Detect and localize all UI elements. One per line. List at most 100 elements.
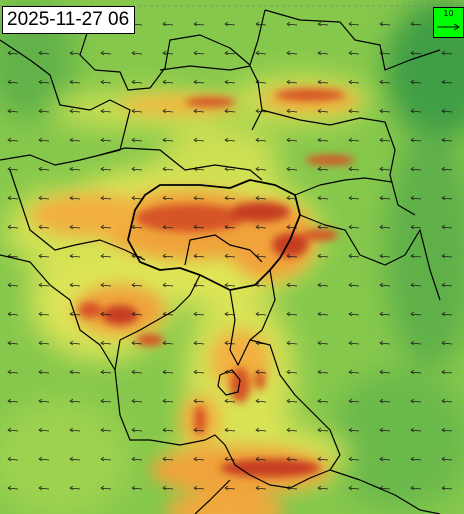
wind-arrow — [38, 398, 50, 404]
wind-arrow — [379, 108, 391, 114]
wind-arrow — [379, 369, 391, 375]
wind-arrow — [131, 195, 143, 201]
wind-arrow — [7, 224, 19, 230]
wind-arrow — [224, 21, 236, 27]
wind-arrow — [224, 398, 236, 404]
border-central — [127, 179, 301, 291]
wind-arrow — [255, 485, 267, 491]
wind-arrow — [162, 224, 174, 230]
wind-arrow — [7, 427, 19, 433]
wind-arrow — [317, 137, 329, 143]
wind-arrow — [193, 456, 205, 462]
wind-arrow — [162, 398, 174, 404]
wind-arrow — [131, 137, 143, 143]
wind-arrow — [441, 456, 453, 462]
wind-arrow — [131, 456, 143, 462]
region-borders — [0, 7, 441, 514]
wind-arrow — [131, 166, 143, 172]
wind-arrow — [100, 79, 112, 85]
wind-arrow — [348, 253, 360, 259]
wind-arrow — [410, 253, 422, 259]
wind-arrow — [317, 253, 329, 259]
wind-arrow — [100, 253, 112, 259]
wind-scale-value: 10 — [443, 9, 454, 18]
peak-value-areas — [78, 89, 355, 477]
wind-arrow — [7, 195, 19, 201]
wind-arrow — [131, 282, 143, 288]
wind-arrow — [410, 456, 422, 462]
wind-arrow — [7, 485, 19, 491]
wind-arrow — [379, 166, 391, 172]
wind-arrow — [379, 21, 391, 27]
wind-arrow — [441, 253, 453, 259]
wind-arrow — [379, 282, 391, 288]
wind-arrow — [317, 224, 329, 230]
border-west-mid — [0, 147, 263, 181]
wind-arrow — [38, 50, 50, 56]
wind-arrow — [348, 398, 360, 404]
wind-arrow — [162, 253, 174, 259]
wind-arrow — [69, 456, 81, 462]
wind-arrow — [224, 340, 236, 346]
wind-arrow — [131, 79, 143, 85]
wind-arrow — [441, 50, 453, 56]
wind-arrow — [193, 108, 205, 114]
wind-arrow — [7, 340, 19, 346]
wind-arrow — [224, 427, 236, 433]
wind-arrow — [410, 21, 422, 27]
wind-arrow — [255, 50, 267, 56]
wind-arrow — [255, 427, 267, 433]
wind-arrow — [69, 108, 81, 114]
wind-arrow — [69, 427, 81, 433]
wind-arrow — [100, 456, 112, 462]
wind-arrow — [131, 369, 143, 375]
wind-arrow — [224, 108, 236, 114]
wind-arrow — [441, 224, 453, 230]
wind-arrow — [348, 137, 360, 143]
wind-arrow — [286, 108, 298, 114]
wind-arrow — [441, 166, 453, 172]
wind-arrow — [317, 282, 329, 288]
wind-arrow — [286, 369, 298, 375]
wind-arrow — [224, 50, 236, 56]
wind-arrow — [38, 485, 50, 491]
wind-arrow — [286, 166, 298, 172]
wind-arrow — [131, 224, 143, 230]
wind-arrow — [441, 195, 453, 201]
wind-arrow — [317, 311, 329, 317]
wind-arrow — [286, 340, 298, 346]
wind-arrow — [317, 340, 329, 346]
wind-arrow — [131, 50, 143, 56]
wind-arrow — [317, 369, 329, 375]
wind-arrow — [100, 369, 112, 375]
wind-scale-arrow-icon — [437, 23, 460, 31]
wind-arrow — [38, 311, 50, 317]
wind-arrow — [224, 253, 236, 259]
wind-arrow — [379, 311, 391, 317]
wind-arrow — [348, 195, 360, 201]
wind-arrow — [410, 311, 422, 317]
wind-arrow — [162, 282, 174, 288]
wind-arrow — [38, 137, 50, 143]
border-east-upper — [261, 109, 416, 216]
wind-arrow — [193, 427, 205, 433]
border-central-inner — [184, 234, 263, 266]
wind-arrow — [255, 224, 267, 230]
wind-arrow — [162, 485, 174, 491]
wind-arrow — [100, 485, 112, 491]
wind-arrow — [379, 195, 391, 201]
wind-arrow — [38, 108, 50, 114]
wind-arrow — [224, 456, 236, 462]
wind-arrow — [379, 456, 391, 462]
wind-arrow — [441, 369, 453, 375]
wind-arrow — [38, 79, 50, 85]
wind-arrow — [193, 195, 205, 201]
wind-arrow — [69, 253, 81, 259]
wind-arrow — [348, 456, 360, 462]
wind-arrow — [441, 340, 453, 346]
wind-arrow — [100, 398, 112, 404]
wind-arrow — [69, 137, 81, 143]
wind-arrow — [193, 369, 205, 375]
